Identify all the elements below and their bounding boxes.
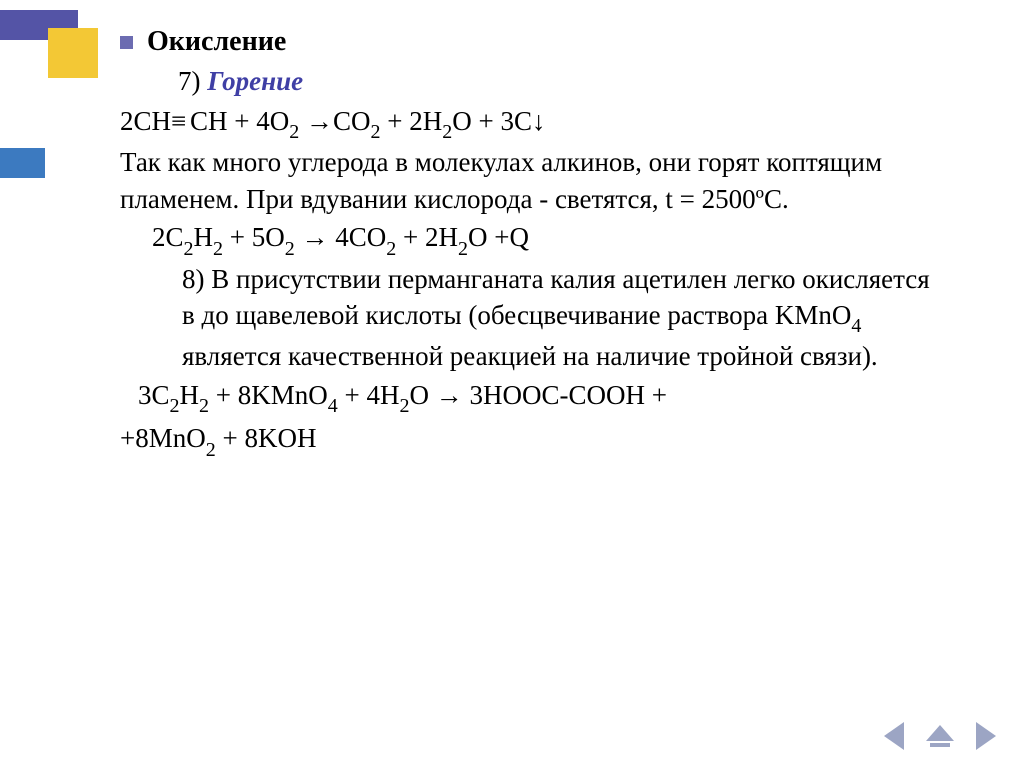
section-number-7: 7) <box>178 66 207 96</box>
equation-3: 3C2H2 + 8KMnO4 + 4H2O → 3HOOC-COOH + <box>138 377 940 418</box>
paragraph-1: Так как много углерода в молекулах алкин… <box>120 144 940 217</box>
combustion-heading: 7) Горение <box>178 66 940 97</box>
heading-line: Окисление <box>120 26 940 58</box>
paragraph-2: 8) В присутствии перманганата калия ацет… <box>182 261 940 375</box>
equation-1: 2CH≡ CH + 4O2 →CO2 + 2H2O + 3C↓ <box>120 103 940 144</box>
slide-content: Окисление 7) Горение 2CH≡ CH + 4O2 →CO2 … <box>120 26 940 462</box>
heading-oxidation: Окисление <box>147 26 286 58</box>
combustion-label: Горение <box>207 66 303 96</box>
deco-yellow-rect <box>48 28 98 78</box>
prev-arrow-icon[interactable] <box>884 722 904 750</box>
next-arrow-icon[interactable] <box>976 722 996 750</box>
equation-3-line2: +8MnO2 + 8KOH <box>120 420 940 461</box>
bullet-icon <box>120 36 133 49</box>
equation-2: 2C2H2 + 5O2 → 4CO2 + 2H2O +Q <box>152 219 940 260</box>
up-arrow-icon[interactable] <box>926 725 954 747</box>
deco-blue-rect <box>0 148 45 178</box>
navigation-arrows <box>884 722 996 750</box>
